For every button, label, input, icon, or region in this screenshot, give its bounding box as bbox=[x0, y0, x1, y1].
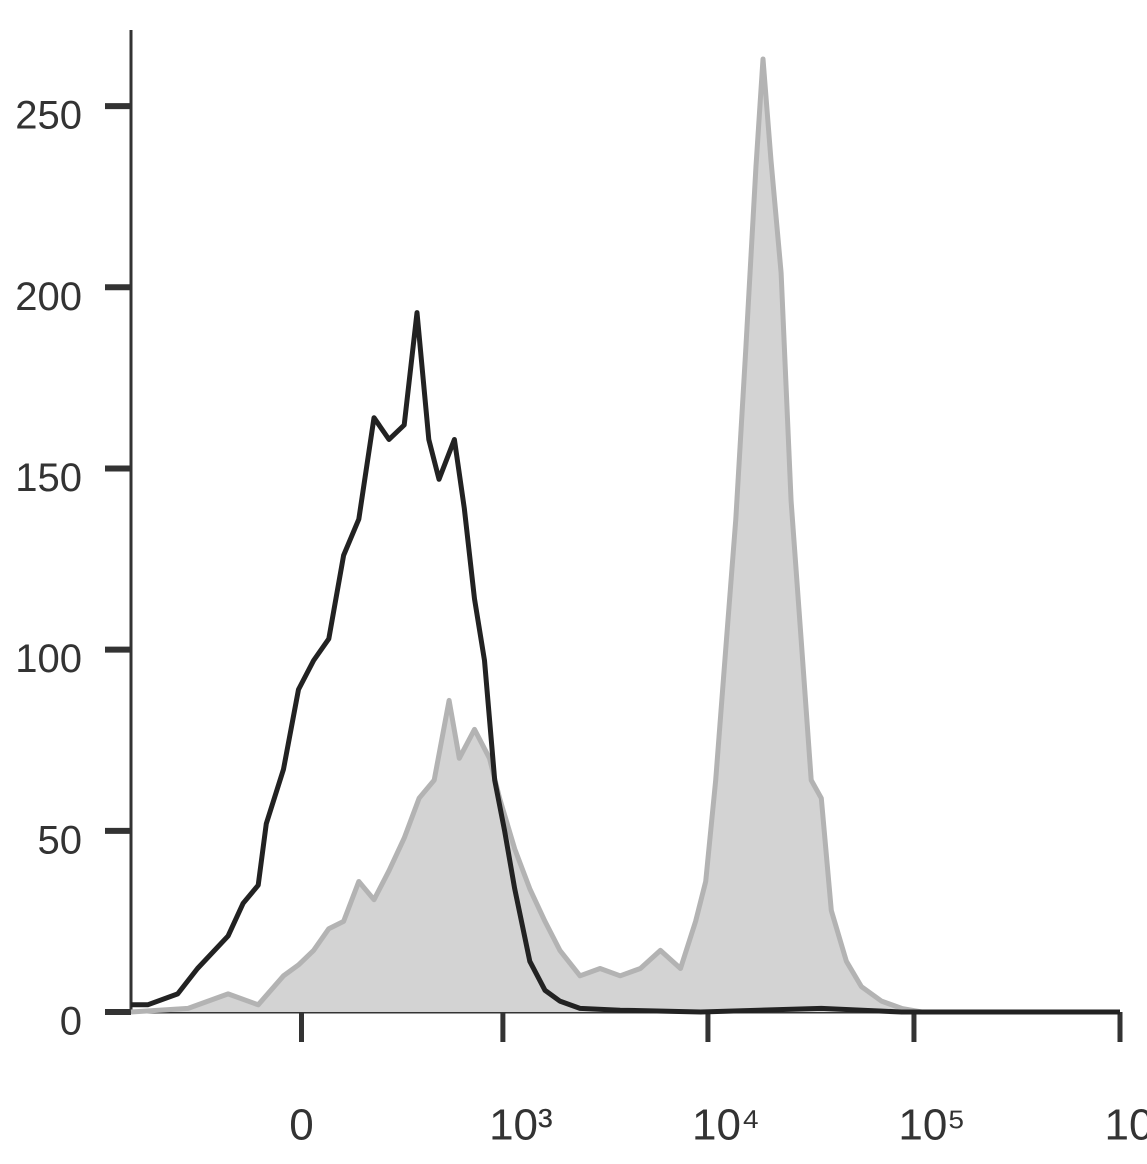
x-tick-label: 10⁴ bbox=[692, 1101, 760, 1150]
y-tick-label: 200 bbox=[15, 275, 82, 319]
x-tick-label: 10³ bbox=[489, 1101, 553, 1150]
x-tick-label: 0 bbox=[289, 1101, 313, 1150]
y-tick-label: 250 bbox=[15, 94, 82, 138]
y-tick-label: 150 bbox=[15, 456, 82, 500]
x-tick-label: 10⁵ bbox=[898, 1101, 965, 1150]
y-tick-label: 50 bbox=[38, 818, 83, 862]
y-tick-label: 100 bbox=[15, 637, 82, 681]
x-tick-label: 10⁶ bbox=[1104, 1101, 1147, 1150]
histogram-line bbox=[131, 310, 1120, 1015]
histogram-area bbox=[130, 56, 1120, 1015]
y-tick-label: 0 bbox=[60, 1000, 82, 1044]
